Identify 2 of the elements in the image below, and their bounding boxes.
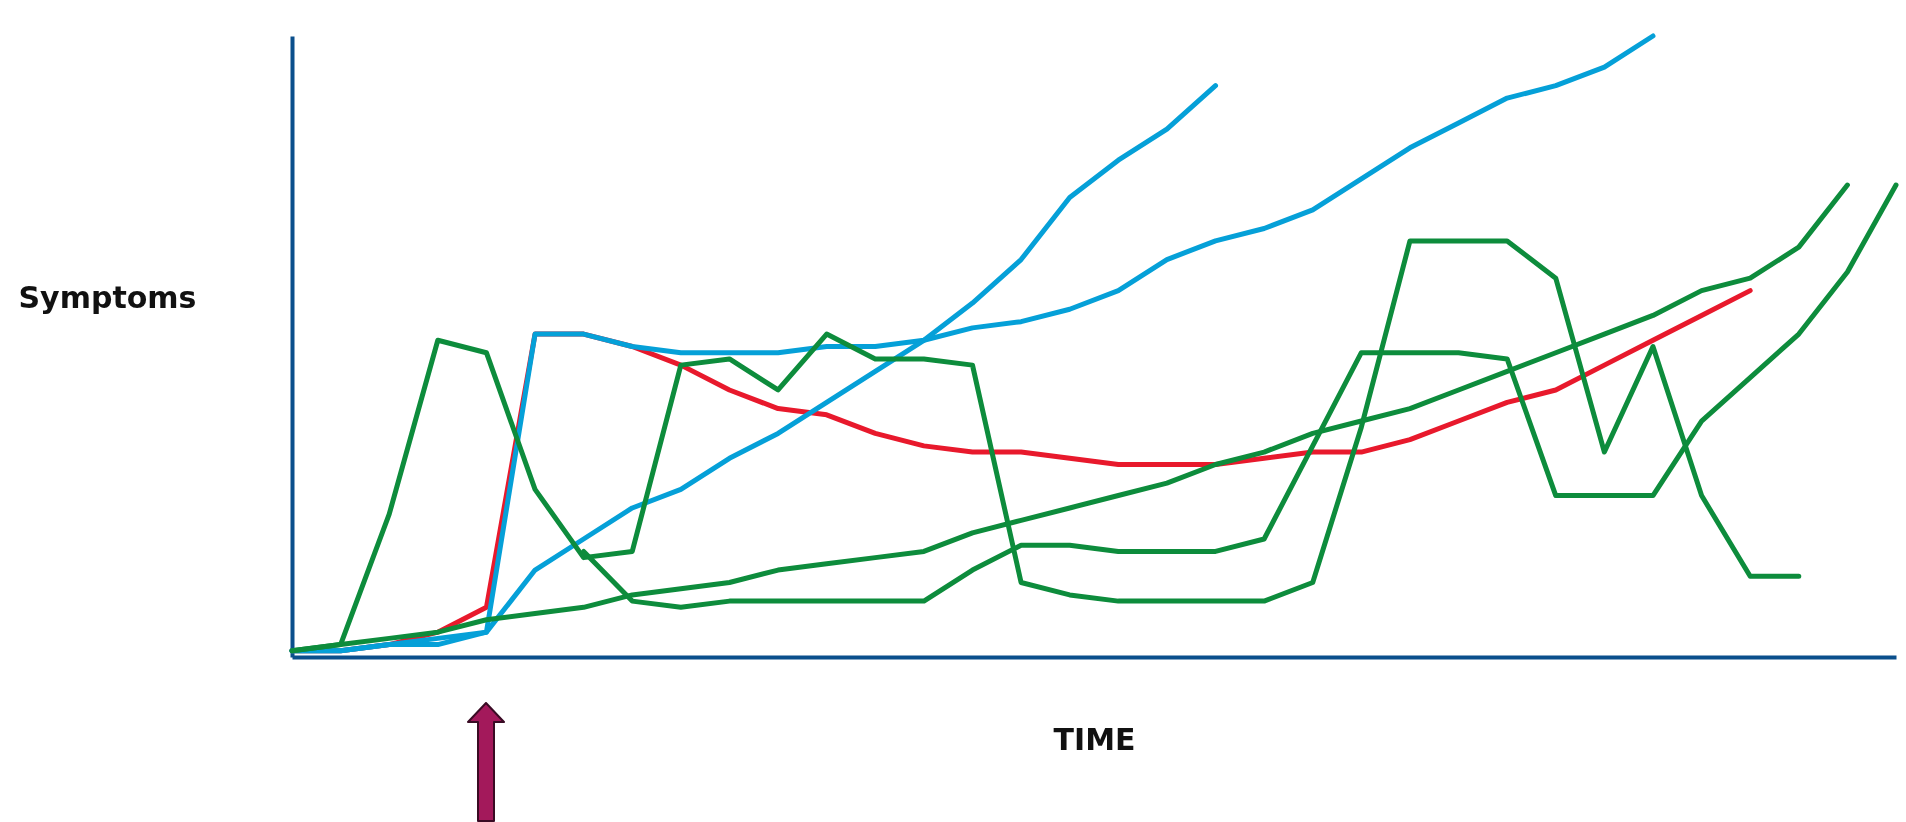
x-axis-title: TIME [1053, 721, 1136, 757]
y-axis-title: Symptoms [18, 279, 197, 315]
